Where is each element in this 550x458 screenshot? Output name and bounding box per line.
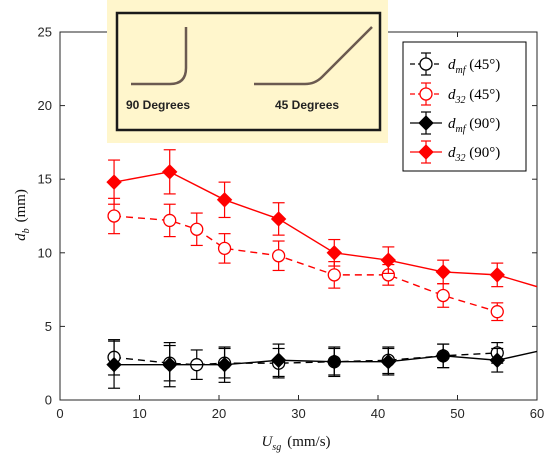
legend-label: d32 (90°) (448, 145, 500, 164)
series-3 (106, 149, 537, 288)
inset-label-45: 45 Degrees (275, 98, 339, 112)
legend-symbol: d (448, 116, 456, 132)
data-point (217, 241, 232, 256)
data-point (435, 348, 451, 364)
y-axis-label: db (mm) (13, 189, 32, 241)
data-point (489, 267, 505, 283)
data-point (489, 352, 505, 368)
legend-marker (418, 144, 434, 160)
x-tick-label: 40 (371, 406, 385, 421)
y-axis-subscript: b (21, 228, 32, 233)
series-line (113, 352, 498, 366)
data-point (490, 305, 504, 319)
x-tick-label: 0 (56, 406, 63, 421)
data-point (326, 354, 342, 370)
legend-suffix: (45°) (466, 57, 501, 73)
data-point (190, 222, 204, 236)
data-point (216, 356, 233, 373)
y-tick-label: 5 (45, 319, 52, 334)
legend-symbol: d (448, 57, 456, 73)
data-point (270, 211, 287, 227)
legend-label: dmf (45°) (448, 57, 500, 76)
x-tick-label: 60 (530, 406, 544, 421)
data-point (162, 356, 178, 373)
series-1 (107, 197, 504, 322)
legend-suffix: (90°) (466, 145, 501, 161)
x-tick-label: 20 (212, 406, 226, 421)
x-axis-unit: (mm/s) (287, 434, 330, 450)
legend-subscript: mf (456, 65, 467, 76)
y-axis: 0 5 10 15 20 25 (38, 25, 537, 408)
series-2 (106, 340, 537, 389)
data-point (216, 192, 233, 208)
legend-label: d32 (45°) (448, 87, 500, 106)
x-tick-label: 30 (291, 406, 305, 421)
x-tick-label: 50 (450, 406, 464, 421)
data-point (435, 264, 451, 280)
x-axis-label: Usg (mm/s) (261, 434, 330, 453)
y-tick-label: 0 (45, 393, 52, 408)
legend-subscript: mf (456, 124, 467, 135)
legend-label: dmf (90°) (448, 116, 500, 135)
y-axis-symbol: d (13, 233, 29, 241)
data-point (270, 352, 287, 368)
data-point (380, 354, 397, 370)
series-layer (106, 149, 537, 389)
legend-symbol: d (448, 145, 456, 161)
data-point (107, 209, 121, 223)
x-axis-subscript: sg (272, 442, 281, 453)
legend-suffix: (45°) (466, 87, 501, 103)
data-point (380, 252, 397, 268)
data-point (327, 268, 341, 282)
data-point (162, 164, 178, 180)
legend-symbol: d (448, 87, 456, 103)
legend: dmf (45°)d32 (45°)dmf (90°)d32 (90°) (402, 41, 527, 172)
legend-marker (419, 57, 433, 71)
x-axis-symbol: U (261, 434, 273, 450)
data-point (436, 288, 450, 303)
y-tick-label: 10 (38, 245, 52, 260)
legend-subscript: 32 (455, 95, 466, 106)
data-point (106, 356, 122, 373)
legend-marker (418, 115, 434, 131)
inset-label-90: 90 Degrees (126, 98, 190, 112)
bend-45-pipe (254, 26, 373, 86)
data-point (163, 213, 177, 228)
series-line (113, 171, 537, 288)
y-axis-unit: (mm) (13, 189, 29, 222)
y-tick-label: 20 (38, 98, 52, 113)
y-tick-label: 15 (38, 172, 52, 187)
legend-suffix: (90°) (466, 116, 501, 132)
bend-90-pipe (131, 27, 188, 86)
legend-marker (419, 87, 433, 101)
legend-subscript: 32 (455, 153, 466, 164)
inset-frame (115, 11, 382, 132)
x-tick-label: 10 (132, 406, 146, 421)
inset-diagram: 90 Degrees 45 Degrees (107, 0, 388, 143)
y-tick-label: 25 (38, 25, 52, 40)
series-line (114, 350, 537, 366)
data-point (106, 174, 122, 190)
data-point (326, 245, 342, 261)
data-point (271, 249, 286, 263)
